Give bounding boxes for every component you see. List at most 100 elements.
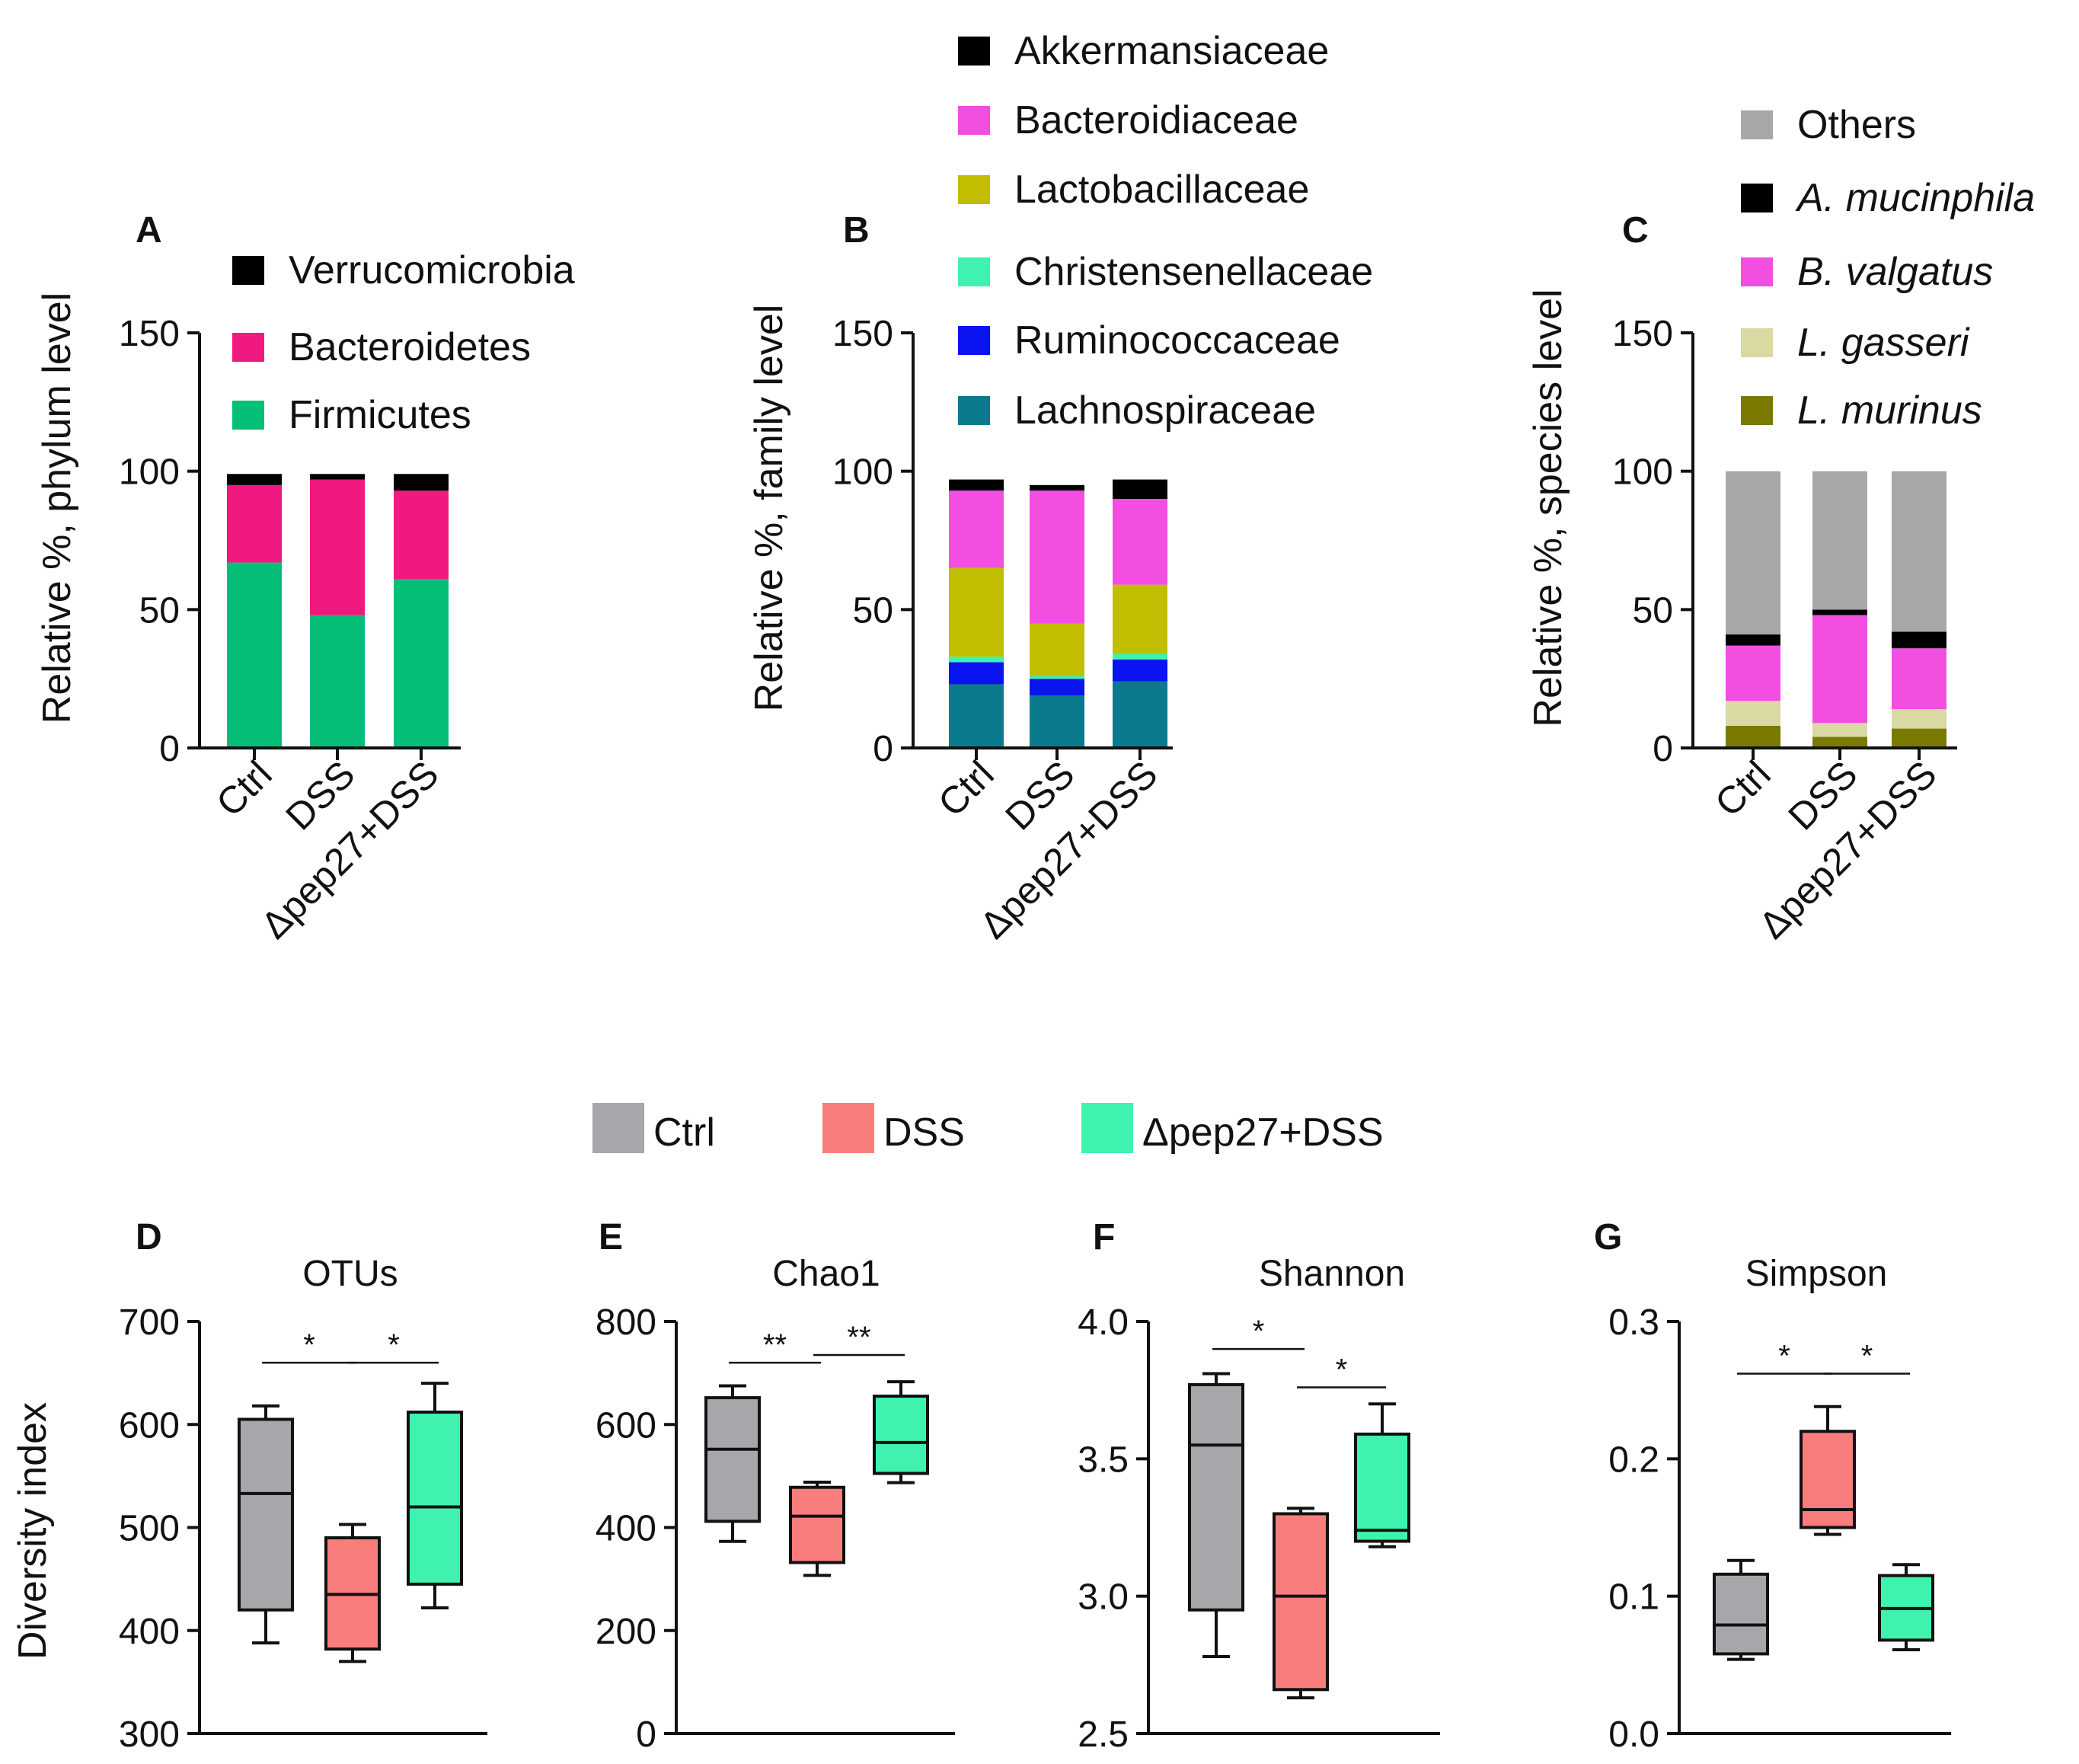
bar-christensenellaceae-pep27-dss <box>1113 654 1167 660</box>
bar-christensenellaceae-ctrl <box>949 657 1004 663</box>
bar-a-mucinphila-pep27-dss <box>1892 631 1946 649</box>
legend-label-l-gasseri: L. gasseri <box>1797 321 1970 365</box>
bar-lactobacillaceae-ctrl <box>949 567 1004 657</box>
bar-lachnospiraceae-ctrl <box>949 684 1004 748</box>
y-tick-label: 100 <box>832 452 893 493</box>
panel-letter-g: G <box>1594 1217 1622 1257</box>
legend-swatch-lachnospiraceae <box>958 396 990 425</box>
y-tick-label: 4.0 <box>1078 1302 1129 1343</box>
legend-swatch-firmicutes <box>232 401 264 430</box>
bar-bacteroidiaceae-dss <box>1030 491 1084 624</box>
chart-shannon: Shannon 2.5 3.0 3.5 4.0 * * <box>1078 1254 1440 1755</box>
bar-b-valgatus-ctrl <box>1726 645 1780 701</box>
chart-title: Chao1 <box>772 1254 880 1294</box>
x-tick-label-ctrl: Ctrl <box>930 753 1002 825</box>
bar-bacteroidetes-dss <box>310 479 365 615</box>
bar-b-valgatus-dss <box>1812 615 1867 724</box>
box-ctrl <box>1713 1572 1769 1656</box>
box-dss <box>789 1485 845 1564</box>
box-pep27-dss <box>873 1395 929 1475</box>
y-tick-label: 3.5 <box>1078 1440 1129 1480</box>
bar-verrucomicrobia-pep27-dss <box>394 474 449 491</box>
y-tick-label: 0 <box>1653 729 1673 769</box>
bar-lactobacillaceae-pep27-dss <box>1113 584 1167 654</box>
chart-simpson: Simpson 0.0 0.1 0.2 0.3 * * <box>1608 1254 1951 1755</box>
y-tick-label: 300 <box>119 1714 180 1755</box>
bar-l-murinus-ctrl <box>1726 725 1780 748</box>
bar-l-gasseri-dss <box>1812 723 1867 737</box>
bar-bacteroidiaceae-pep27-dss <box>1113 499 1167 585</box>
bar-l-murinus-pep27-dss <box>1892 728 1946 748</box>
legend-label-others: Others <box>1797 103 1916 147</box>
legend-label-b-valgatus: B. valgatus <box>1797 250 1993 294</box>
panel-letter-d: D <box>136 1217 162 1257</box>
bar-firmicutes-ctrl <box>227 562 282 748</box>
box-dss <box>1273 1512 1329 1692</box>
group-legend-swatch-pep27-dss <box>1081 1103 1133 1153</box>
legend-swatch-verrucomicrobia <box>232 256 264 285</box>
chart-chao1: Chao1 0 200 400 600 800 ** ** <box>596 1254 955 1755</box>
y-tick-label: 0.1 <box>1608 1577 1659 1618</box>
y-tick-label: 3.0 <box>1078 1577 1129 1618</box>
box-ctrl <box>704 1396 761 1523</box>
legend-label-verrucomicrobia: Verrucomicrobia <box>289 248 575 292</box>
legend-phylum: Verrucomicrobia Bacteroidetes Firmicutes <box>232 248 575 437</box>
bar-others-dss <box>1812 471 1867 610</box>
box-pep27-dss <box>407 1411 463 1586</box>
significance-label: * <box>388 1328 400 1362</box>
legend-swatch-ruminococcaceae <box>958 326 990 355</box>
bar-verrucomicrobia-ctrl <box>227 474 282 485</box>
y-tick-label: 0 <box>873 729 893 769</box>
bar-bacteroidiaceae-ctrl <box>949 491 1004 568</box>
legend-label-lachnospiraceae: Lachnospiraceae <box>1014 388 1316 433</box>
y-axis-title: Relative %, family level <box>747 305 791 712</box>
bar-bacteroidetes-pep27-dss <box>394 491 449 580</box>
bar-akkermansiaceae-pep27-dss <box>1113 479 1167 499</box>
panel-letter-e: E <box>599 1217 623 1257</box>
group-legend-label-dss: DSS <box>883 1110 965 1155</box>
y-tick-label: 150 <box>832 314 893 354</box>
legend-swatch-bacteroidiaceae <box>958 106 990 135</box>
y-tick-label: 50 <box>139 590 180 631</box>
y-tick-label: 400 <box>596 1509 656 1549</box>
legend-label-ruminococcaceae: Ruminococcaceae <box>1014 318 1340 363</box>
legend-label-bacteroidiaceae: Bacteroidiaceae <box>1014 98 1298 142</box>
bar-a-mucinphila-dss <box>1812 609 1867 615</box>
y-axis-title: Relative %, phylum level <box>35 292 79 724</box>
significance-label: * <box>1336 1353 1348 1387</box>
y-tick-label: 150 <box>119 314 180 354</box>
bar-b-valgatus-pep27-dss <box>1892 648 1946 710</box>
significance-label: * <box>1253 1315 1265 1348</box>
legend-swatch-christensenellaceae <box>958 257 990 286</box>
bar-l-gasseri-pep27-dss <box>1892 709 1946 729</box>
legend-swatch-others <box>1741 110 1773 139</box>
y-tick-label: 700 <box>119 1302 180 1343</box>
y-tick-label: 600 <box>119 1405 180 1446</box>
x-tick-label-ctrl: Ctrl <box>208 753 280 825</box>
x-tick-label-ctrl: Ctrl <box>1707 753 1779 825</box>
bar-verrucomicrobia-dss <box>310 474 365 480</box>
bar-firmicutes-dss <box>310 615 365 748</box>
bar-l-murinus-dss <box>1812 737 1867 748</box>
bar-lachnospiraceae-pep27-dss <box>1113 681 1167 748</box>
bar-lachnospiraceae-dss <box>1030 695 1084 748</box>
bar-ruminococcaceae-dss <box>1030 679 1084 695</box>
box-dss <box>1800 1430 1856 1529</box>
y-tick-label: 100 <box>1612 452 1673 493</box>
box-pep27-dss <box>1354 1432 1410 1543</box>
y-tick-label: 800 <box>596 1302 656 1343</box>
bar-bacteroidetes-ctrl <box>227 484 282 563</box>
bar-firmicutes-pep27-dss <box>394 579 449 748</box>
bar-others-ctrl <box>1726 471 1780 635</box>
y-tick-label: 2.5 <box>1078 1714 1129 1755</box>
y-tick-label: 100 <box>119 452 180 493</box>
bar-akkermansiaceae-dss <box>1030 484 1084 491</box>
y-tick-label: 0.3 <box>1608 1302 1659 1343</box>
bar-others-pep27-dss <box>1892 471 1946 632</box>
y-tick-label: 150 <box>1612 314 1673 354</box>
legend-family: Akkermansiaceae Bacteroidiaceae Lactobacil… <box>958 29 1373 433</box>
legend-swatch-akkermansiaceae <box>958 37 990 66</box>
y-axis-title: Diversity index <box>11 1402 55 1660</box>
